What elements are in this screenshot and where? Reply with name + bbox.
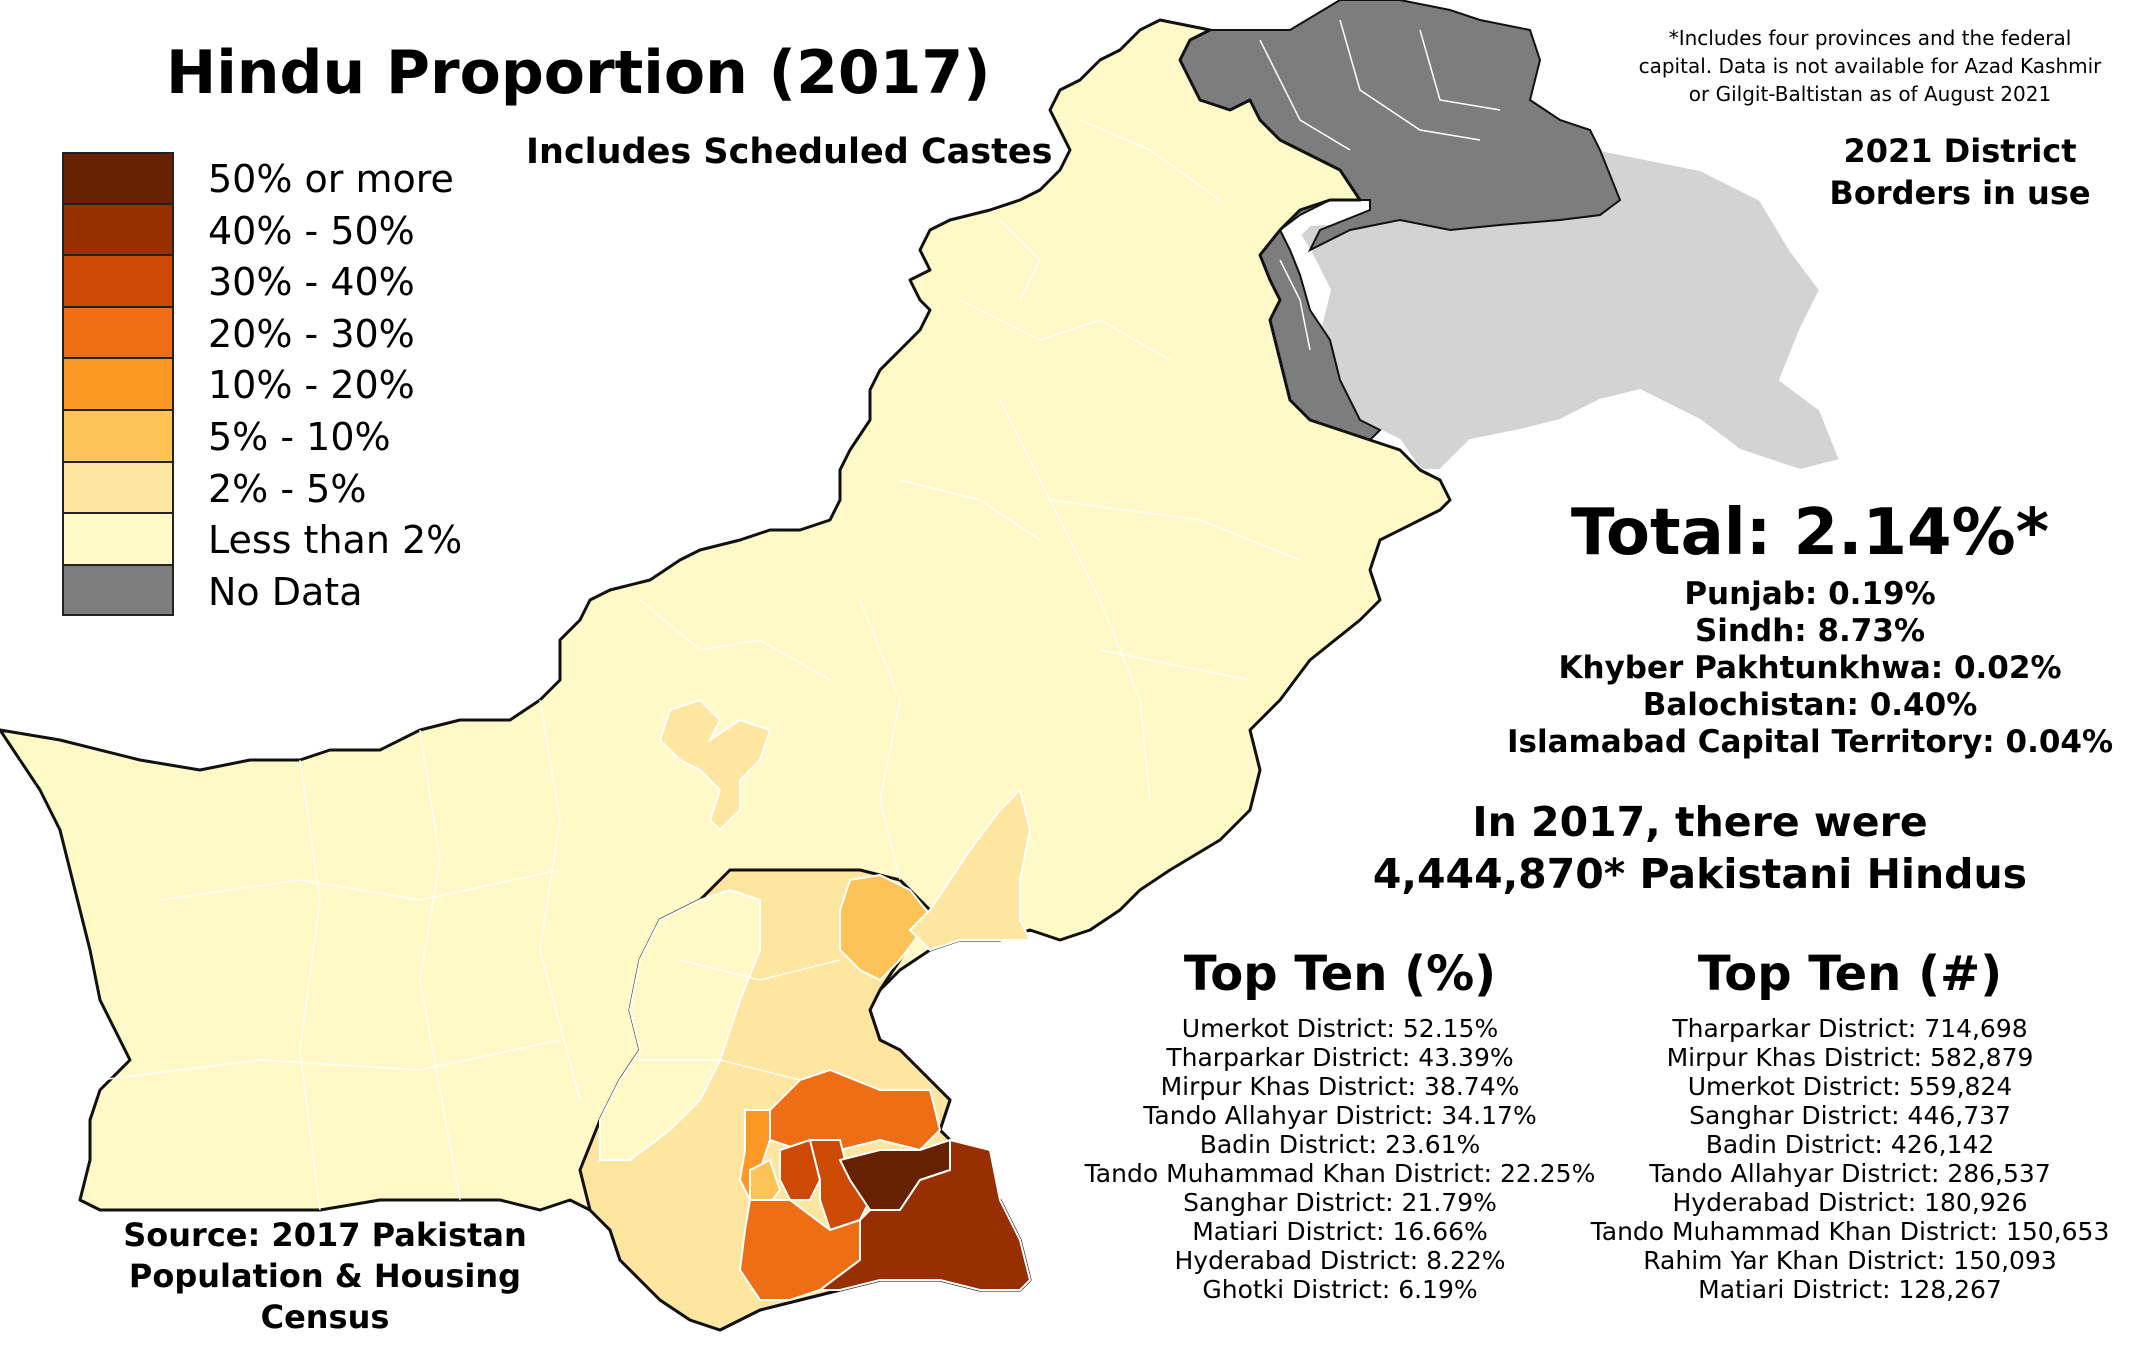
legend-label: 10% - 20% [208,363,415,408]
map-subtitle: Includes Scheduled Castes [526,132,1053,172]
no-data-district-borders [1259,19,1501,351]
list-item: Tando Allahyar District: 286,537 [1649,1159,2051,1188]
legend-swatch [62,513,174,565]
legend-label: 30% - 40% [208,260,415,305]
list-item: Badin District: 426,142 [1705,1130,1995,1159]
legend-label: 20% - 30% [208,311,415,356]
count-line-1: In 2017, there were [1472,798,1928,846]
sindh-west-district [599,888,761,1161]
list-item: Mirpur Khas District: 38.74% [1160,1072,1520,1101]
availability-note: *Includes four provinces and the federal… [1638,26,2102,106]
legend-swatch [62,306,174,359]
tharparkar-district [817,1138,1032,1291]
legend-label: 40% - 50% [208,208,415,253]
list-item: Sanghar District: 21.79% [1183,1188,1497,1217]
legend-label: No Data [208,569,363,614]
count-line-2: 4,444,870* Pakistani Hindus [1372,850,2028,898]
province-line: Balochistan: 0.40% [1642,687,1978,723]
legend-swatch [62,203,174,256]
legend-swatch [62,255,174,307]
top-ten-percent-list: Umerkot District: 52.15% Tharparkar Distr… [1060,1014,1620,1304]
borders-note: 2021 District Borders in use [1829,132,2091,212]
legend-swatch [62,152,174,204]
province-line: Sindh: 8.73% [1694,613,1926,649]
total-percentage: Total: 2.14%* [1570,496,2050,570]
list-item: Umerkot District: 559,824 [1687,1072,2013,1101]
list-item: Ghotki District: 6.19% [1202,1275,1478,1304]
hindu-count: In 2017, there were 4,444,870* Pakistani… [1350,796,2050,900]
source-credit: Source: 2017 Pakistan Population & Housi… [123,1216,527,1336]
legend-swatch [62,564,174,617]
list-item: Umerkot District: 52.15% [1181,1014,1499,1043]
top-ten-number-heading: Top Ten (#) [1697,946,2003,1002]
legend-label: 5% - 10% [208,414,391,459]
list-item: Matiari District: 128,267 [1698,1275,2002,1304]
top-ten-percent-heading: Top Ten (%) [1183,946,1497,1002]
legend-swatch [62,409,174,462]
list-item: Rahim Yar Khan District: 150,093 [1643,1246,2057,1275]
legend-swatch [62,461,174,514]
disputed-region [1298,148,1842,472]
legend-label: 50% or more [208,157,454,201]
list-item: Tando Allahyar District: 34.17% [1143,1101,1537,1130]
province-line: Punjab: 0.19% [1684,576,1936,612]
province-breakdown: Punjab: 0.19% Sindh: 8.73% Khyber Pakhtunk… [1440,576,2143,761]
legend-label: Less than 2% [208,518,463,563]
legend-label: 2% - 5% [208,466,367,511]
province-line: Khyber Pakhtunkhwa: 0.02% [1558,650,2062,686]
list-item: Tando Muhammad Khan District: 22.25% [1084,1159,1596,1188]
list-item: Matiari District: 16.66% [1192,1217,1488,1246]
list-item: Mirpur Khas District: 582,879 [1666,1043,2034,1072]
map-title: Hindu Proportion (2017) [166,38,991,108]
list-item: Tharparkar District: 43.39% [1166,1043,1514,1072]
balochistan-highlight-district [658,698,772,832]
legend-swatch [62,358,174,410]
list-item: Tharparkar District: 714,698 [1672,1014,2028,1043]
list-item: Hyderabad District: 180,926 [1672,1188,2028,1217]
pakistan-base [0,18,1452,1332]
province-line: Islamabad Capital Territory: 0.04% [1506,724,2114,760]
list-item: Sanghar District: 446,737 [1689,1101,2011,1130]
list-item: Tando Muhammad Khan District: 150,653 [1590,1217,2110,1246]
list-item: Hyderabad District: 8.22% [1174,1246,1506,1275]
list-item: Badin District: 23.61% [1199,1130,1481,1159]
ghotki-district [839,873,932,982]
top-ten-number-list: Tharparkar District: 714,698 Mirpur Khas … [1590,1014,2110,1304]
rahim-yar-khan-district [908,788,1032,952]
district-borders [99,119,1301,1211]
